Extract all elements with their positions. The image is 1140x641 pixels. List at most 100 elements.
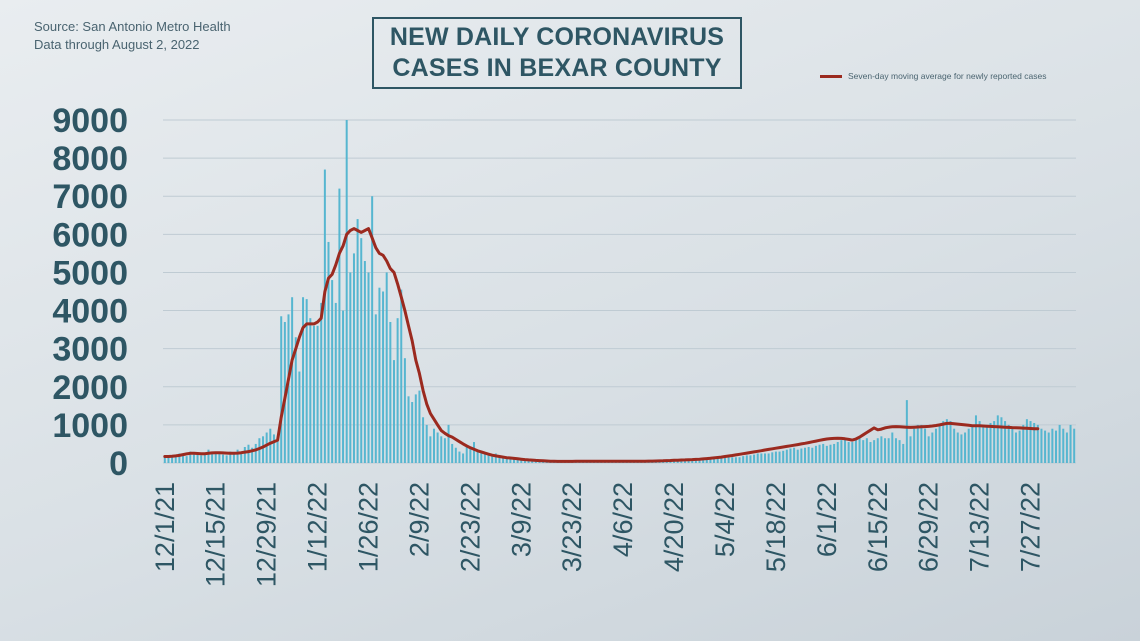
bar [891, 432, 894, 463]
bar [884, 438, 887, 463]
bar [971, 424, 974, 463]
bar [880, 436, 883, 463]
bar [727, 457, 730, 463]
bar [887, 438, 890, 463]
bar [207, 449, 210, 463]
bar [1007, 424, 1010, 463]
bar [854, 440, 857, 463]
chart-title: NEW DAILY CORONAVIRUS CASES IN BEXAR COU… [372, 17, 742, 89]
bar [480, 451, 483, 463]
bar [243, 446, 246, 463]
bar [498, 455, 501, 463]
bar [403, 358, 406, 463]
bar [411, 402, 414, 463]
bar [371, 196, 374, 463]
y-tick-label: 7000 [52, 178, 128, 216]
bar [458, 451, 461, 463]
bar [967, 428, 970, 463]
bar [360, 238, 363, 463]
bar [1065, 432, 1068, 463]
bar [320, 302, 323, 463]
bar [1000, 417, 1003, 463]
bar [763, 453, 766, 463]
bar [265, 432, 268, 463]
x-tick-label: 12/15/21 [201, 482, 231, 587]
bar [982, 424, 985, 463]
bar [894, 438, 897, 463]
bar [1025, 419, 1028, 463]
bar [218, 453, 221, 463]
bar [182, 455, 185, 463]
x-tick-label: 6/29/22 [914, 482, 944, 572]
bar [709, 459, 712, 463]
bar [927, 436, 930, 463]
data-through-line: Data through August 2, 2022 [34, 37, 200, 52]
bar [440, 436, 443, 463]
y-tick-label: 9000 [52, 102, 128, 140]
x-tick-label: 2/9/22 [404, 482, 434, 557]
x-tick-label: 7/27/22 [1016, 482, 1046, 572]
source-note: Source: San Antonio Metro Health Data th… [34, 18, 334, 54]
bar [1011, 428, 1014, 463]
bar [254, 443, 257, 463]
bar [280, 316, 283, 463]
bar [1033, 422, 1036, 463]
x-tick-label: 6/15/22 [863, 482, 893, 572]
bar [1004, 421, 1007, 463]
bar [294, 337, 297, 463]
bar [185, 456, 188, 463]
bar [356, 219, 359, 463]
title-line-1: NEW DAILY CORONAVIRUS [389, 23, 725, 51]
bar [796, 449, 799, 463]
bar [229, 451, 232, 463]
x-tick-label: 7/13/22 [965, 482, 995, 572]
y-tick-label: 4000 [52, 293, 128, 331]
bar [865, 438, 868, 463]
x-tick-label: 4/6/22 [608, 482, 638, 557]
y-tick-label: 6000 [52, 216, 128, 254]
bar [505, 457, 508, 463]
bar [836, 442, 839, 463]
bar [491, 455, 494, 463]
bar [400, 289, 403, 463]
bar [745, 455, 748, 463]
bar [338, 188, 341, 463]
bar [964, 432, 967, 463]
bar [287, 314, 290, 463]
bar [349, 272, 352, 463]
legend-label: Seven-day moving average for newly repor… [848, 71, 1047, 81]
bar [167, 456, 170, 463]
legend: Seven-day moving average for newly repor… [820, 68, 1046, 84]
bar [756, 453, 759, 463]
bar [429, 436, 432, 463]
bar [905, 400, 908, 463]
bar [1022, 424, 1025, 463]
bar [378, 287, 381, 463]
bar [487, 453, 490, 463]
bar [447, 424, 450, 463]
bar [749, 455, 752, 463]
bar [462, 453, 465, 463]
bar [731, 457, 734, 463]
bar [382, 291, 385, 463]
bar [298, 371, 301, 463]
bar [858, 438, 861, 463]
bar [352, 253, 355, 463]
x-tick-label: 1/26/22 [354, 482, 384, 572]
bar [902, 443, 905, 463]
bar [469, 447, 472, 463]
bar [869, 442, 872, 463]
x-tick-label: 6/1/22 [812, 482, 842, 557]
bar [960, 434, 963, 463]
bar [811, 447, 814, 463]
bar [909, 436, 912, 463]
bar [432, 428, 435, 463]
bar [163, 455, 166, 463]
bar [276, 438, 279, 463]
bar [800, 448, 803, 463]
bar [876, 438, 879, 463]
bar [436, 432, 439, 463]
bar [840, 440, 843, 463]
bar [956, 432, 959, 463]
x-tick-label: 3/23/22 [557, 482, 587, 572]
